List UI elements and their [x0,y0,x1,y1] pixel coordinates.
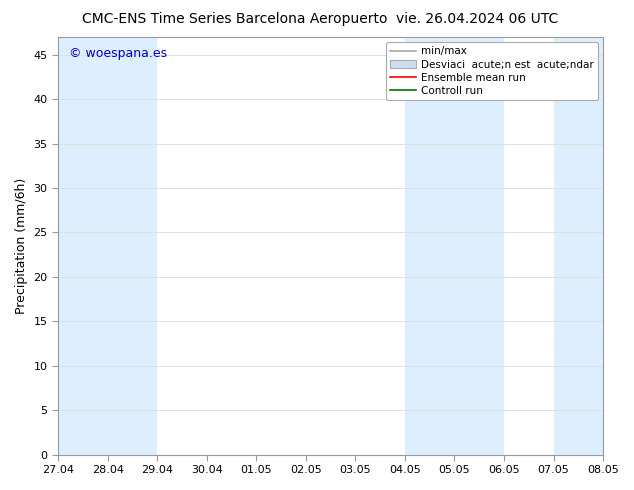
Text: CMC-ENS Time Series Barcelona Aeropuerto: CMC-ENS Time Series Barcelona Aeropuerto [82,12,388,26]
Text: © woespana.es: © woespana.es [69,48,167,60]
Bar [405,37,504,455]
Bar [58,37,157,455]
Text: vie. 26.04.2024 06 UTC: vie. 26.04.2024 06 UTC [396,12,558,26]
Legend: min/max, Desviaci  acute;n est  acute;ndar, Ensemble mean run, Controll run: min/max, Desviaci acute;n est acute;ndar… [385,42,598,100]
Bar [553,37,603,455]
Y-axis label: Precipitation (mm/6h): Precipitation (mm/6h) [15,178,28,314]
